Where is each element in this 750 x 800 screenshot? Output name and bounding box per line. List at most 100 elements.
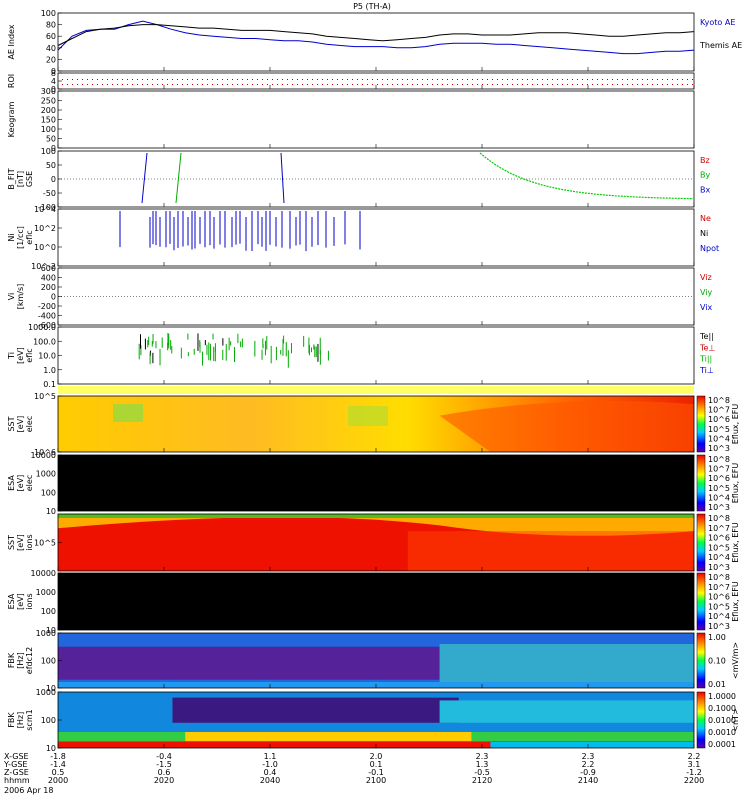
x-tick-label: 2.0 <box>370 752 383 761</box>
roi-dot <box>597 79 598 80</box>
y-tick-label: 0 <box>51 144 56 153</box>
roi-dot <box>62 79 63 80</box>
y-tick-label: 100 <box>41 147 56 156</box>
roi-dot <box>372 79 373 80</box>
spectrogram-band <box>185 732 472 741</box>
roi-dot <box>297 79 298 80</box>
roi-dot <box>492 79 493 80</box>
y-axis-label: Vi <box>7 293 16 301</box>
legend-entry: Ne <box>700 214 711 223</box>
x-tick-label: 2020 <box>154 776 174 785</box>
roi-dot <box>552 84 553 85</box>
y-tick-label: 1000 <box>36 629 56 638</box>
y-tick-label: 100 <box>41 716 56 725</box>
y-tick-label: 400 <box>41 274 56 283</box>
y-tick-label: 10 <box>46 507 56 516</box>
colorbar-tick-label: 10^3 <box>708 444 730 453</box>
roi-dot <box>547 79 548 80</box>
panel-ae <box>57 20 695 55</box>
roi-dot <box>167 79 168 80</box>
roi-dot <box>562 84 563 85</box>
x-tick-label: 2.2 <box>582 760 595 769</box>
roi-dot <box>497 79 498 80</box>
y-axis-label: Ti <box>7 352 16 360</box>
x-tick-label: -0.9 <box>580 768 596 777</box>
roi-dot <box>107 84 108 85</box>
bx-trace <box>280 152 285 204</box>
roi-dot <box>662 79 663 80</box>
roi-dot <box>557 79 558 80</box>
colorbar-gradient <box>696 395 706 453</box>
x-axis-block: X-GSEY-GSEZ-GSEhhmm-1.8-1.40.52000-0.4-1… <box>3 752 704 795</box>
roi-dot <box>367 84 368 85</box>
y-axis-label: [eV] <box>16 593 25 610</box>
colorbar-tick-label: 10^3 <box>708 622 730 631</box>
roi-dot <box>447 84 448 85</box>
spectrogram <box>58 455 694 511</box>
x-tick-label: 1.1 <box>264 752 277 761</box>
x-axis-row-label: Z-GSE <box>4 768 29 777</box>
colorbar-tick-label: 0.0010 <box>708 728 736 737</box>
roi-dot <box>72 79 73 80</box>
x-tick-label: -0.1 <box>368 768 384 777</box>
x-tick-label: 2100 <box>366 776 386 785</box>
x-tick-label: 2.3 <box>476 752 489 761</box>
roi-dot <box>227 79 228 80</box>
roi-dot <box>82 79 83 80</box>
legend-entry: Kyoto AE <box>700 18 735 27</box>
panel-bfit <box>58 152 694 204</box>
y-tick-label: 1000.0 <box>28 323 56 332</box>
colorbar-tick-label: 10^8 <box>708 455 730 464</box>
y-tick-label: 250 <box>41 97 56 106</box>
roi-dot <box>642 84 643 85</box>
colorbar-tick-label: 10^5 <box>708 543 730 552</box>
roi-dot <box>522 84 523 85</box>
roi-dot <box>257 84 258 85</box>
colorbar-tick-label: 10^8 <box>708 573 730 582</box>
y-tick-label: 50 <box>46 161 56 170</box>
roi-dot <box>352 84 353 85</box>
legend-entry: Viz <box>700 273 712 282</box>
legend-entry: Te⊥ <box>699 343 715 352</box>
spectrogram-band <box>58 514 694 518</box>
roi-dot <box>462 79 463 80</box>
roi-dot <box>467 84 468 85</box>
roi-dot <box>597 84 598 85</box>
y-axis-label: [eV] <box>16 475 25 492</box>
roi-dot <box>402 84 403 85</box>
roi-dot <box>322 84 323 85</box>
roi-dot <box>372 84 373 85</box>
roi-dot <box>82 84 83 85</box>
roi-dot <box>607 79 608 80</box>
roi-dot <box>507 84 508 85</box>
spectrogram-band <box>58 742 491 748</box>
y-tick-label: 10 <box>46 626 56 635</box>
y-tick-label: 150 <box>41 116 56 125</box>
y-tick-label: 200 <box>41 283 56 292</box>
roi-dot <box>387 79 388 80</box>
roi-dot <box>667 79 668 80</box>
roi-dot <box>672 84 673 85</box>
roi-dot <box>622 84 623 85</box>
y-tick-label: 10000 <box>31 569 56 578</box>
panel-fbk_b <box>58 633 694 688</box>
roi-dot <box>602 84 603 85</box>
roi-dot <box>612 79 613 80</box>
roi-dot <box>267 84 268 85</box>
roi-dot <box>277 84 278 85</box>
x-tick-label: -0.4 <box>156 752 172 761</box>
roi-dot <box>532 84 533 85</box>
roi-dot <box>322 79 323 80</box>
spectrogram-band <box>439 700 694 723</box>
panel-sst_i <box>58 514 694 571</box>
roi-dot <box>452 79 453 80</box>
roi-dot <box>142 84 143 85</box>
roi-dot <box>467 79 468 80</box>
x-tick-label: 2.2 <box>688 752 701 761</box>
roi-dot <box>417 79 418 80</box>
by-trace <box>175 152 182 204</box>
y-axis-label: SST <box>7 416 16 431</box>
roi-dot <box>437 79 438 80</box>
roi-dot <box>577 84 578 85</box>
